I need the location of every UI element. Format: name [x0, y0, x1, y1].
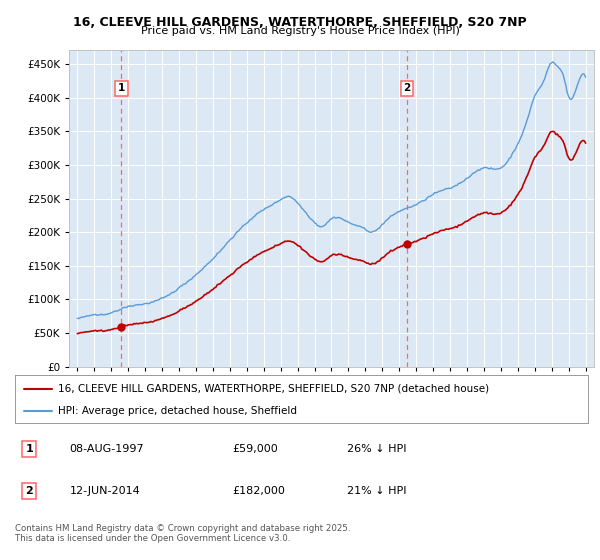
- Text: 26% ↓ HPI: 26% ↓ HPI: [347, 444, 407, 454]
- Text: 1: 1: [118, 83, 125, 94]
- Text: Price paid vs. HM Land Registry's House Price Index (HPI): Price paid vs. HM Land Registry's House …: [140, 26, 460, 36]
- Text: 2: 2: [403, 83, 410, 94]
- Text: HPI: Average price, detached house, Sheffield: HPI: Average price, detached house, Shef…: [58, 406, 297, 416]
- Text: 16, CLEEVE HILL GARDENS, WATERTHORPE, SHEFFIELD, S20 7NP: 16, CLEEVE HILL GARDENS, WATERTHORPE, SH…: [73, 16, 527, 29]
- Text: 12-JUN-2014: 12-JUN-2014: [70, 486, 140, 496]
- Text: Contains HM Land Registry data © Crown copyright and database right 2025.
This d: Contains HM Land Registry data © Crown c…: [15, 524, 350, 543]
- Text: £182,000: £182,000: [233, 486, 286, 496]
- Text: 2: 2: [25, 486, 33, 496]
- Text: 16, CLEEVE HILL GARDENS, WATERTHORPE, SHEFFIELD, S20 7NP (detached house): 16, CLEEVE HILL GARDENS, WATERTHORPE, SH…: [58, 384, 489, 394]
- Text: 08-AUG-1997: 08-AUG-1997: [70, 444, 144, 454]
- Text: £59,000: £59,000: [233, 444, 278, 454]
- Text: 21% ↓ HPI: 21% ↓ HPI: [347, 486, 407, 496]
- Text: 1: 1: [25, 444, 33, 454]
